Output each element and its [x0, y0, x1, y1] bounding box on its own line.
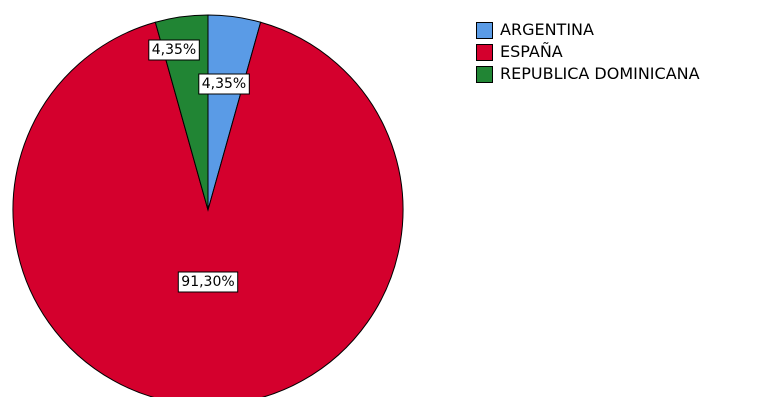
legend: ARGENTINA ESPAÑA REPUBLICA DOMINICANA — [476, 19, 700, 85]
legend-item-espana: ESPAÑA — [476, 41, 700, 63]
legend-item-republica-dominicana: REPUBLICA DOMINICANA — [476, 63, 700, 85]
svg-text:4,35%: 4,35% — [202, 76, 246, 92]
data-label-espana: 91,30% — [177, 271, 239, 293]
legend-swatch-espana — [476, 43, 493, 61]
legend-swatch-argentina — [476, 21, 493, 39]
legend-label-espana: ESPAÑA — [500, 42, 563, 61]
svg-text:4,35%: 4,35% — [152, 42, 196, 58]
legend-swatch-republica-dominicana — [476, 65, 493, 83]
pie-chart: 4,35% 91,30% 4,35% — [12, 14, 404, 397]
pie-slice-espana — [12, 21, 404, 397]
data-label-argentina: 4,35% — [198, 73, 250, 95]
pie-slice-republica-dominicana — [154, 14, 209, 211]
legend-item-argentina: ARGENTINA — [476, 19, 700, 41]
svg-text:91,30%: 91,30% — [181, 274, 234, 290]
legend-label-argentina: ARGENTINA — [500, 20, 594, 39]
data-label-republica-dominicana: 4,35% — [148, 39, 200, 61]
legend-label-republica-dominicana: REPUBLICA DOMINICANA — [500, 64, 700, 83]
